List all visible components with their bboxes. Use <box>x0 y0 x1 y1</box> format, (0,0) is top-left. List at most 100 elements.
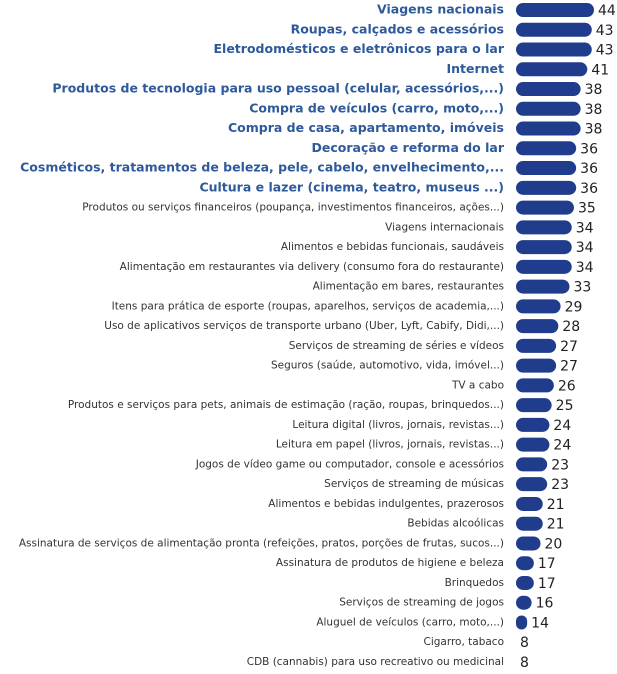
value-label: 43 <box>596 23 614 39</box>
category-label: Serviços de streaming de séries e vídeos <box>289 340 504 352</box>
value-label: 28 <box>562 319 580 335</box>
bar <box>516 575 534 590</box>
bar <box>516 141 577 156</box>
category-label: Viagens nacionais <box>377 2 504 17</box>
value-label: 8 <box>520 635 529 651</box>
bar <box>516 42 592 57</box>
category-label: Cigarro, tabaco <box>423 636 504 648</box>
bar <box>516 516 543 531</box>
category-label: Jogos de vídeo game ou computador, conso… <box>195 458 504 470</box>
value-label: 26 <box>558 378 576 394</box>
value-label: 23 <box>551 457 569 473</box>
category-label: Aluguel de veículos (carro, moto,...) <box>316 616 504 628</box>
value-label: 36 <box>580 181 598 197</box>
bar <box>516 615 528 630</box>
value-label: 16 <box>536 596 554 612</box>
bar <box>516 536 541 551</box>
bar <box>516 378 554 393</box>
value-label: 14 <box>531 615 549 631</box>
bar <box>516 358 557 373</box>
value-label: 21 <box>547 517 565 533</box>
value-label: 41 <box>591 62 609 78</box>
bar <box>516 595 532 610</box>
category-label: Produtos e serviços para pets, animais d… <box>68 399 504 411</box>
bar <box>516 161 577 176</box>
value-label: 24 <box>553 438 571 454</box>
bar <box>516 180 577 195</box>
value-label: 43 <box>596 43 614 59</box>
bar <box>516 319 559 334</box>
category-label: Leitura em papel (livros, jornais, revis… <box>276 439 504 451</box>
category-label: Assinatura de produtos de higiene e bele… <box>276 557 504 569</box>
value-label: 33 <box>573 280 591 296</box>
value-label: 44 <box>598 3 616 19</box>
category-label: Cosméticos, tratamentos de beleza, pele,… <box>20 160 504 175</box>
value-label: 27 <box>560 359 578 375</box>
bar <box>516 200 574 215</box>
category-label: Roupas, calçados e acessórios <box>291 21 504 36</box>
category-label: Leitura digital (livros, jornais, revist… <box>292 419 504 431</box>
value-label: 17 <box>538 576 556 592</box>
bar <box>516 338 557 353</box>
bar <box>516 121 581 136</box>
bar <box>516 437 550 452</box>
value-label: 21 <box>547 497 565 513</box>
value-label: 34 <box>576 240 594 256</box>
value-label: 8 <box>520 655 529 671</box>
bar <box>516 259 572 274</box>
value-label: 23 <box>551 477 569 493</box>
category-label: Alimentos e bebidas indulgentes, prazero… <box>268 498 504 510</box>
value-label: 27 <box>560 339 578 355</box>
category-label: Eletrodomésticos e eletrônicos para o la… <box>214 41 505 56</box>
value-label: 38 <box>585 102 603 118</box>
bar <box>516 496 543 511</box>
category-label: Assinatura de serviços de alimentação pr… <box>19 537 504 549</box>
bar <box>516 240 572 255</box>
category-label: Serviços de streaming de músicas <box>324 478 504 490</box>
bar <box>516 299 561 314</box>
value-label: 38 <box>585 122 603 138</box>
bar <box>516 477 548 492</box>
category-label: Produtos de tecnologia para uso pessoal … <box>52 81 504 96</box>
value-label: 17 <box>538 556 556 572</box>
category-label: Alimentação em bares, restaurantes <box>313 281 504 293</box>
value-label: 24 <box>553 418 571 434</box>
value-label: 34 <box>576 260 594 276</box>
value-label: 25 <box>556 398 574 414</box>
bar <box>516 220 572 235</box>
bar <box>516 62 588 77</box>
bar <box>516 279 570 294</box>
bar <box>516 398 552 413</box>
bar <box>516 101 581 116</box>
value-label: 20 <box>545 536 563 552</box>
category-label: Uso de aplicativos serviços de transport… <box>104 320 504 332</box>
category-label: Produtos ou serviços financeiros (poupan… <box>82 202 504 214</box>
category-label: Seguros (saúde, automotivo, vida, imóvel… <box>271 360 504 372</box>
bar <box>516 417 550 432</box>
category-label: Viagens internacionais <box>385 221 504 233</box>
category-label: Brinquedos <box>445 577 504 589</box>
bar <box>516 556 534 571</box>
bar <box>516 22 592 37</box>
category-label: Compra de casa, apartamento, imóveis <box>228 120 504 135</box>
category-label: Decoração e reforma do lar <box>312 140 505 155</box>
category-label: Alimentação em restaurantes via delivery… <box>120 261 504 273</box>
category-label: Cultura e lazer (cinema, teatro, museus … <box>199 179 504 194</box>
value-label: 34 <box>576 220 594 236</box>
bar <box>516 3 594 17</box>
category-label: Serviços de streaming de jogos <box>339 597 504 609</box>
category-label: Itens para prática de esporte (roupas, a… <box>112 300 504 312</box>
value-label: 36 <box>580 141 598 157</box>
category-label: Compra de veículos (carro, moto,...) <box>249 100 504 115</box>
category-label: Bebidas alcoólicas <box>407 518 504 530</box>
category-label: Internet <box>446 61 504 76</box>
category-label: CDB (cannabis) para uso recreativo ou me… <box>247 656 504 668</box>
value-label: 36 <box>580 161 598 177</box>
value-label: 35 <box>578 201 596 217</box>
category-label: TV a cabo <box>451 379 504 391</box>
value-label: 29 <box>565 299 583 315</box>
bar <box>516 82 581 97</box>
value-label: 38 <box>585 82 603 98</box>
bar <box>516 457 548 472</box>
